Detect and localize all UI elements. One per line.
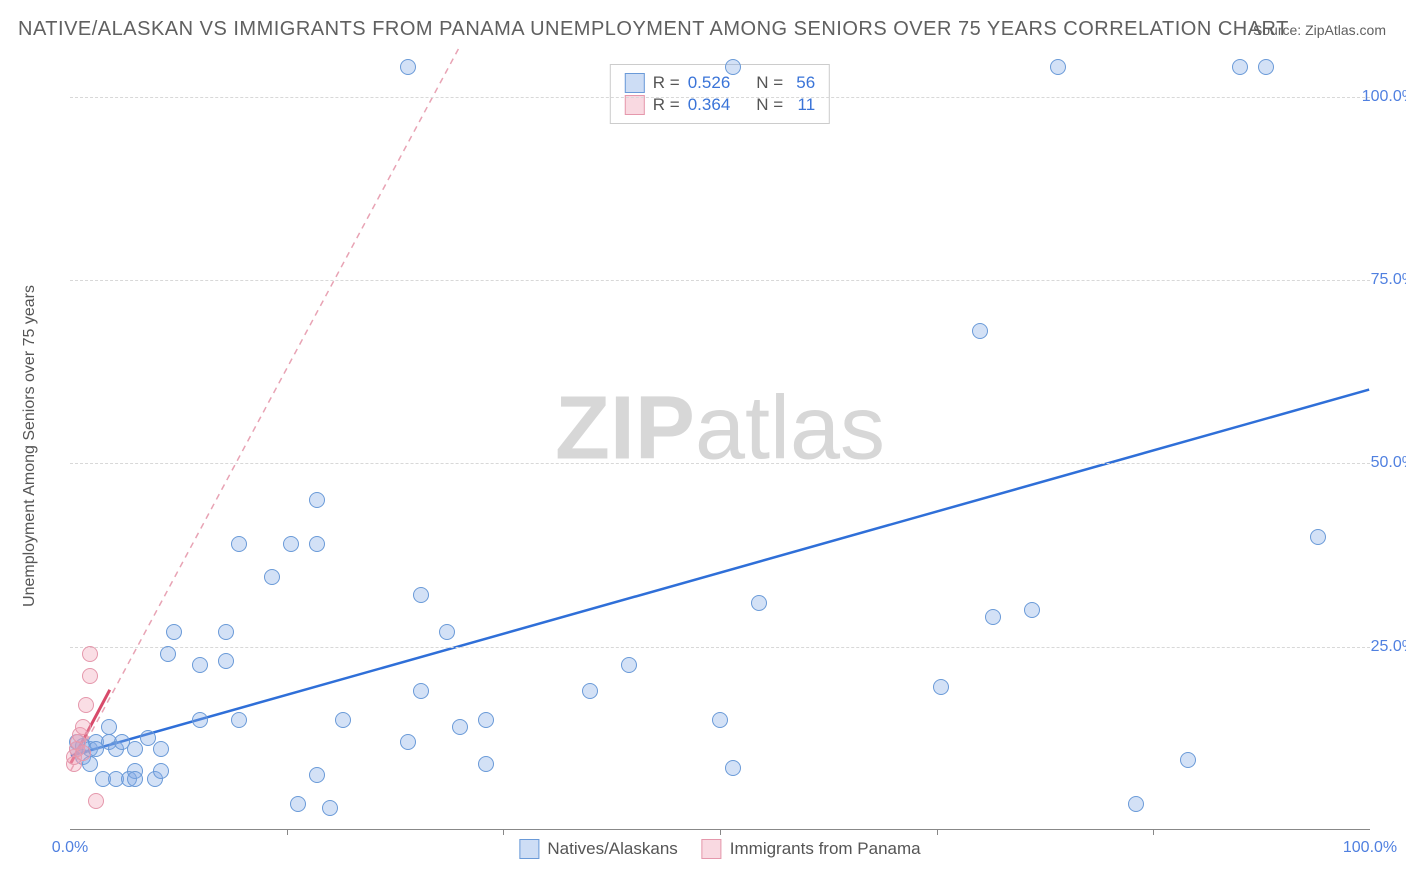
chart-title: NATIVE/ALASKAN VS IMMIGRANTS FROM PANAMA… <box>18 18 1289 41</box>
data-point <box>621 657 637 673</box>
data-point <box>231 536 247 552</box>
data-point <box>160 646 176 662</box>
data-point <box>400 59 416 75</box>
data-point <box>290 796 306 812</box>
data-point <box>439 624 455 640</box>
data-point <box>725 760 741 776</box>
stats-row: R = 0.364 N = 11 <box>625 95 815 115</box>
x-tick-mark <box>287 829 288 835</box>
data-point <box>335 712 351 728</box>
legend-item: Immigrants from Panama <box>702 839 921 859</box>
data-point <box>1050 59 1066 75</box>
data-point <box>231 712 247 728</box>
data-point <box>166 624 182 640</box>
data-point <box>452 719 468 735</box>
data-point <box>78 697 94 713</box>
stats-box: R = 0.526 N = 56 R = 0.364 N = 11 <box>610 64 830 124</box>
data-point <box>153 741 169 757</box>
data-point <box>127 771 143 787</box>
x-tick-label: 100.0% <box>1343 839 1397 857</box>
data-point <box>751 595 767 611</box>
gridline <box>70 647 1370 648</box>
data-point <box>972 323 988 339</box>
data-point <box>478 756 494 772</box>
y-tick-label: 100.0% <box>1362 88 1406 106</box>
stat-r-value: 0.526 <box>688 73 731 93</box>
x-tick-mark <box>720 829 721 835</box>
stat-n-value: 56 <box>791 73 815 93</box>
data-point <box>985 609 1001 625</box>
legend-label: Natives/Alaskans <box>547 839 677 859</box>
data-point <box>88 793 104 809</box>
stat-n-label: N = <box>756 73 783 93</box>
plot-area: ZIPatlas R =0.526N =56R =0.364N =11 Nati… <box>70 60 1370 830</box>
data-point <box>127 741 143 757</box>
data-point <box>725 59 741 75</box>
y-tick-label: 75.0% <box>1371 271 1406 289</box>
data-point <box>712 712 728 728</box>
data-point <box>101 719 117 735</box>
data-point <box>82 646 98 662</box>
gridline <box>70 97 1370 98</box>
legend-label: Immigrants from Panama <box>730 839 921 859</box>
data-point <box>413 587 429 603</box>
data-point <box>309 492 325 508</box>
gridline <box>70 463 1370 464</box>
data-point <box>218 653 234 669</box>
x-tick-label: 0.0% <box>52 839 88 857</box>
x-tick-mark <box>503 829 504 835</box>
stat-r-label: R = <box>653 95 680 115</box>
data-point <box>1128 796 1144 812</box>
data-point <box>1258 59 1274 75</box>
data-point <box>192 712 208 728</box>
stats-row: R = 0.526 N = 56 <box>625 73 815 93</box>
legend-swatch <box>625 95 645 115</box>
data-point <box>75 719 91 735</box>
data-point <box>153 763 169 779</box>
source-attribution: Source: ZipAtlas.com <box>1253 22 1386 38</box>
data-point <box>75 745 91 761</box>
y-tick-label: 50.0% <box>1371 454 1406 472</box>
data-point <box>309 536 325 552</box>
data-point <box>218 624 234 640</box>
x-tick-mark <box>937 829 938 835</box>
legend-swatch <box>702 839 722 859</box>
data-point <box>400 734 416 750</box>
data-point <box>1024 602 1040 618</box>
data-point <box>413 683 429 699</box>
stat-r-value: 0.364 <box>688 95 731 115</box>
data-point <box>264 569 280 585</box>
y-axis-label: Unemployment Among Seniors over 75 years <box>21 285 39 607</box>
stat-n-value: 11 <box>791 95 815 115</box>
data-point <box>478 712 494 728</box>
legend-swatch <box>625 73 645 93</box>
data-point <box>1310 529 1326 545</box>
data-point <box>933 679 949 695</box>
x-tick-mark <box>1153 829 1154 835</box>
stat-n-label: N = <box>756 95 783 115</box>
stat-r-label: R = <box>653 73 680 93</box>
data-point <box>582 683 598 699</box>
data-point <box>283 536 299 552</box>
bottom-legend: Natives/Alaskans Immigrants from Panama <box>519 839 920 859</box>
gridline <box>70 280 1370 281</box>
data-point <box>1232 59 1248 75</box>
data-point <box>82 668 98 684</box>
legend-swatch <box>519 839 539 859</box>
data-point <box>1180 752 1196 768</box>
data-point <box>309 767 325 783</box>
y-tick-label: 25.0% <box>1371 638 1406 656</box>
data-point <box>192 657 208 673</box>
legend-item: Natives/Alaskans <box>519 839 677 859</box>
data-point <box>322 800 338 816</box>
